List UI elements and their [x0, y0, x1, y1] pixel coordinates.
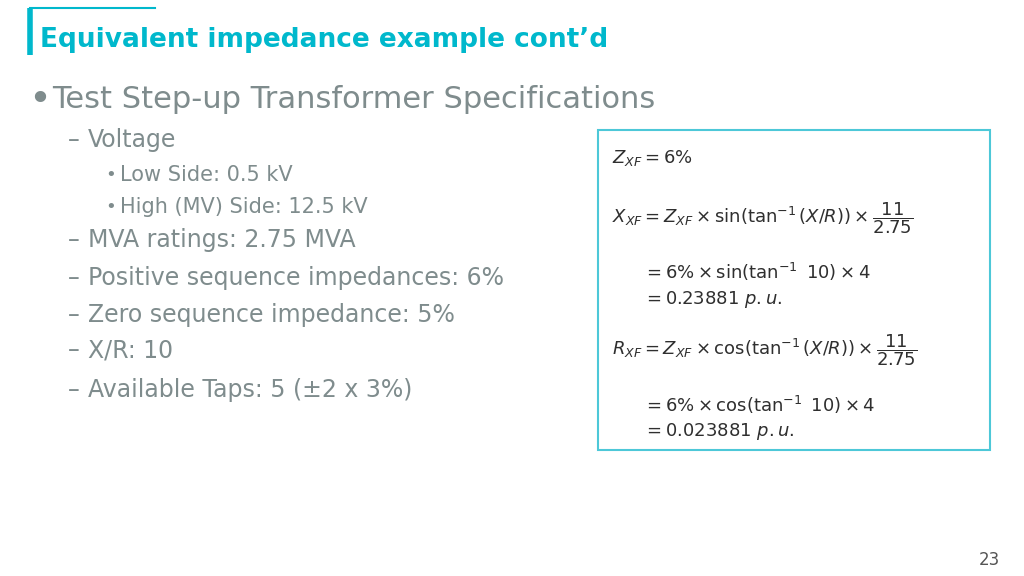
Text: Zero sequence impedance: 5%: Zero sequence impedance: 5%: [88, 303, 455, 327]
Text: $Z_{XF} = 6\%$: $Z_{XF} = 6\%$: [612, 148, 693, 168]
Text: $R_{XF} = Z_{XF} \times \cos(\tan^{-1}(X/R)) \times \dfrac{11}{2.75}$: $R_{XF} = Z_{XF} \times \cos(\tan^{-1}(X…: [612, 332, 918, 368]
Text: Low Side: 0.5 kV: Low Side: 0.5 kV: [120, 165, 293, 185]
Text: –: –: [68, 303, 80, 327]
Bar: [598, 130, 990, 450]
Text: –: –: [68, 128, 80, 152]
Text: $= 0.23881\ p.u.$: $= 0.23881\ p.u.$: [643, 290, 782, 310]
Text: •: •: [105, 198, 116, 216]
Text: –: –: [68, 266, 80, 290]
Text: Available Taps: 5 (±2 x 3%): Available Taps: 5 (±2 x 3%): [88, 378, 413, 402]
Text: –: –: [68, 378, 80, 402]
Text: High (MV) Side: 12.5 kV: High (MV) Side: 12.5 kV: [120, 197, 368, 217]
Text: $= 6\% \times \sin(\tan^{-1}\ 10) \times 4$: $= 6\% \times \sin(\tan^{-1}\ 10) \times…: [643, 261, 870, 283]
Text: 23: 23: [979, 551, 1000, 569]
Text: X/R: 10: X/R: 10: [88, 338, 173, 362]
Text: Equivalent impedance example cont’d: Equivalent impedance example cont’d: [40, 27, 608, 53]
Text: •: •: [28, 81, 51, 119]
Text: Positive sequence impedances: 6%: Positive sequence impedances: 6%: [88, 266, 504, 290]
Text: $X_{XF} = Z_{XF} \times \sin(\tan^{-1}(X/R)) \times \dfrac{11}{2.75}$: $X_{XF} = Z_{XF} \times \sin(\tan^{-1}(X…: [612, 200, 913, 236]
Text: $= 6\% \times \cos(\tan^{-1}\ 10) \times 4$: $= 6\% \times \cos(\tan^{-1}\ 10) \times…: [643, 394, 876, 416]
Text: $= 0.023881\ p.u.$: $= 0.023881\ p.u.$: [643, 422, 795, 442]
Text: –: –: [68, 228, 80, 252]
Text: •: •: [105, 166, 116, 184]
Text: Test Step-up Transformer Specifications: Test Step-up Transformer Specifications: [52, 85, 655, 115]
Text: –: –: [68, 338, 80, 362]
Text: Voltage: Voltage: [88, 128, 176, 152]
Text: MVA ratings: 2.75 MVA: MVA ratings: 2.75 MVA: [88, 228, 355, 252]
